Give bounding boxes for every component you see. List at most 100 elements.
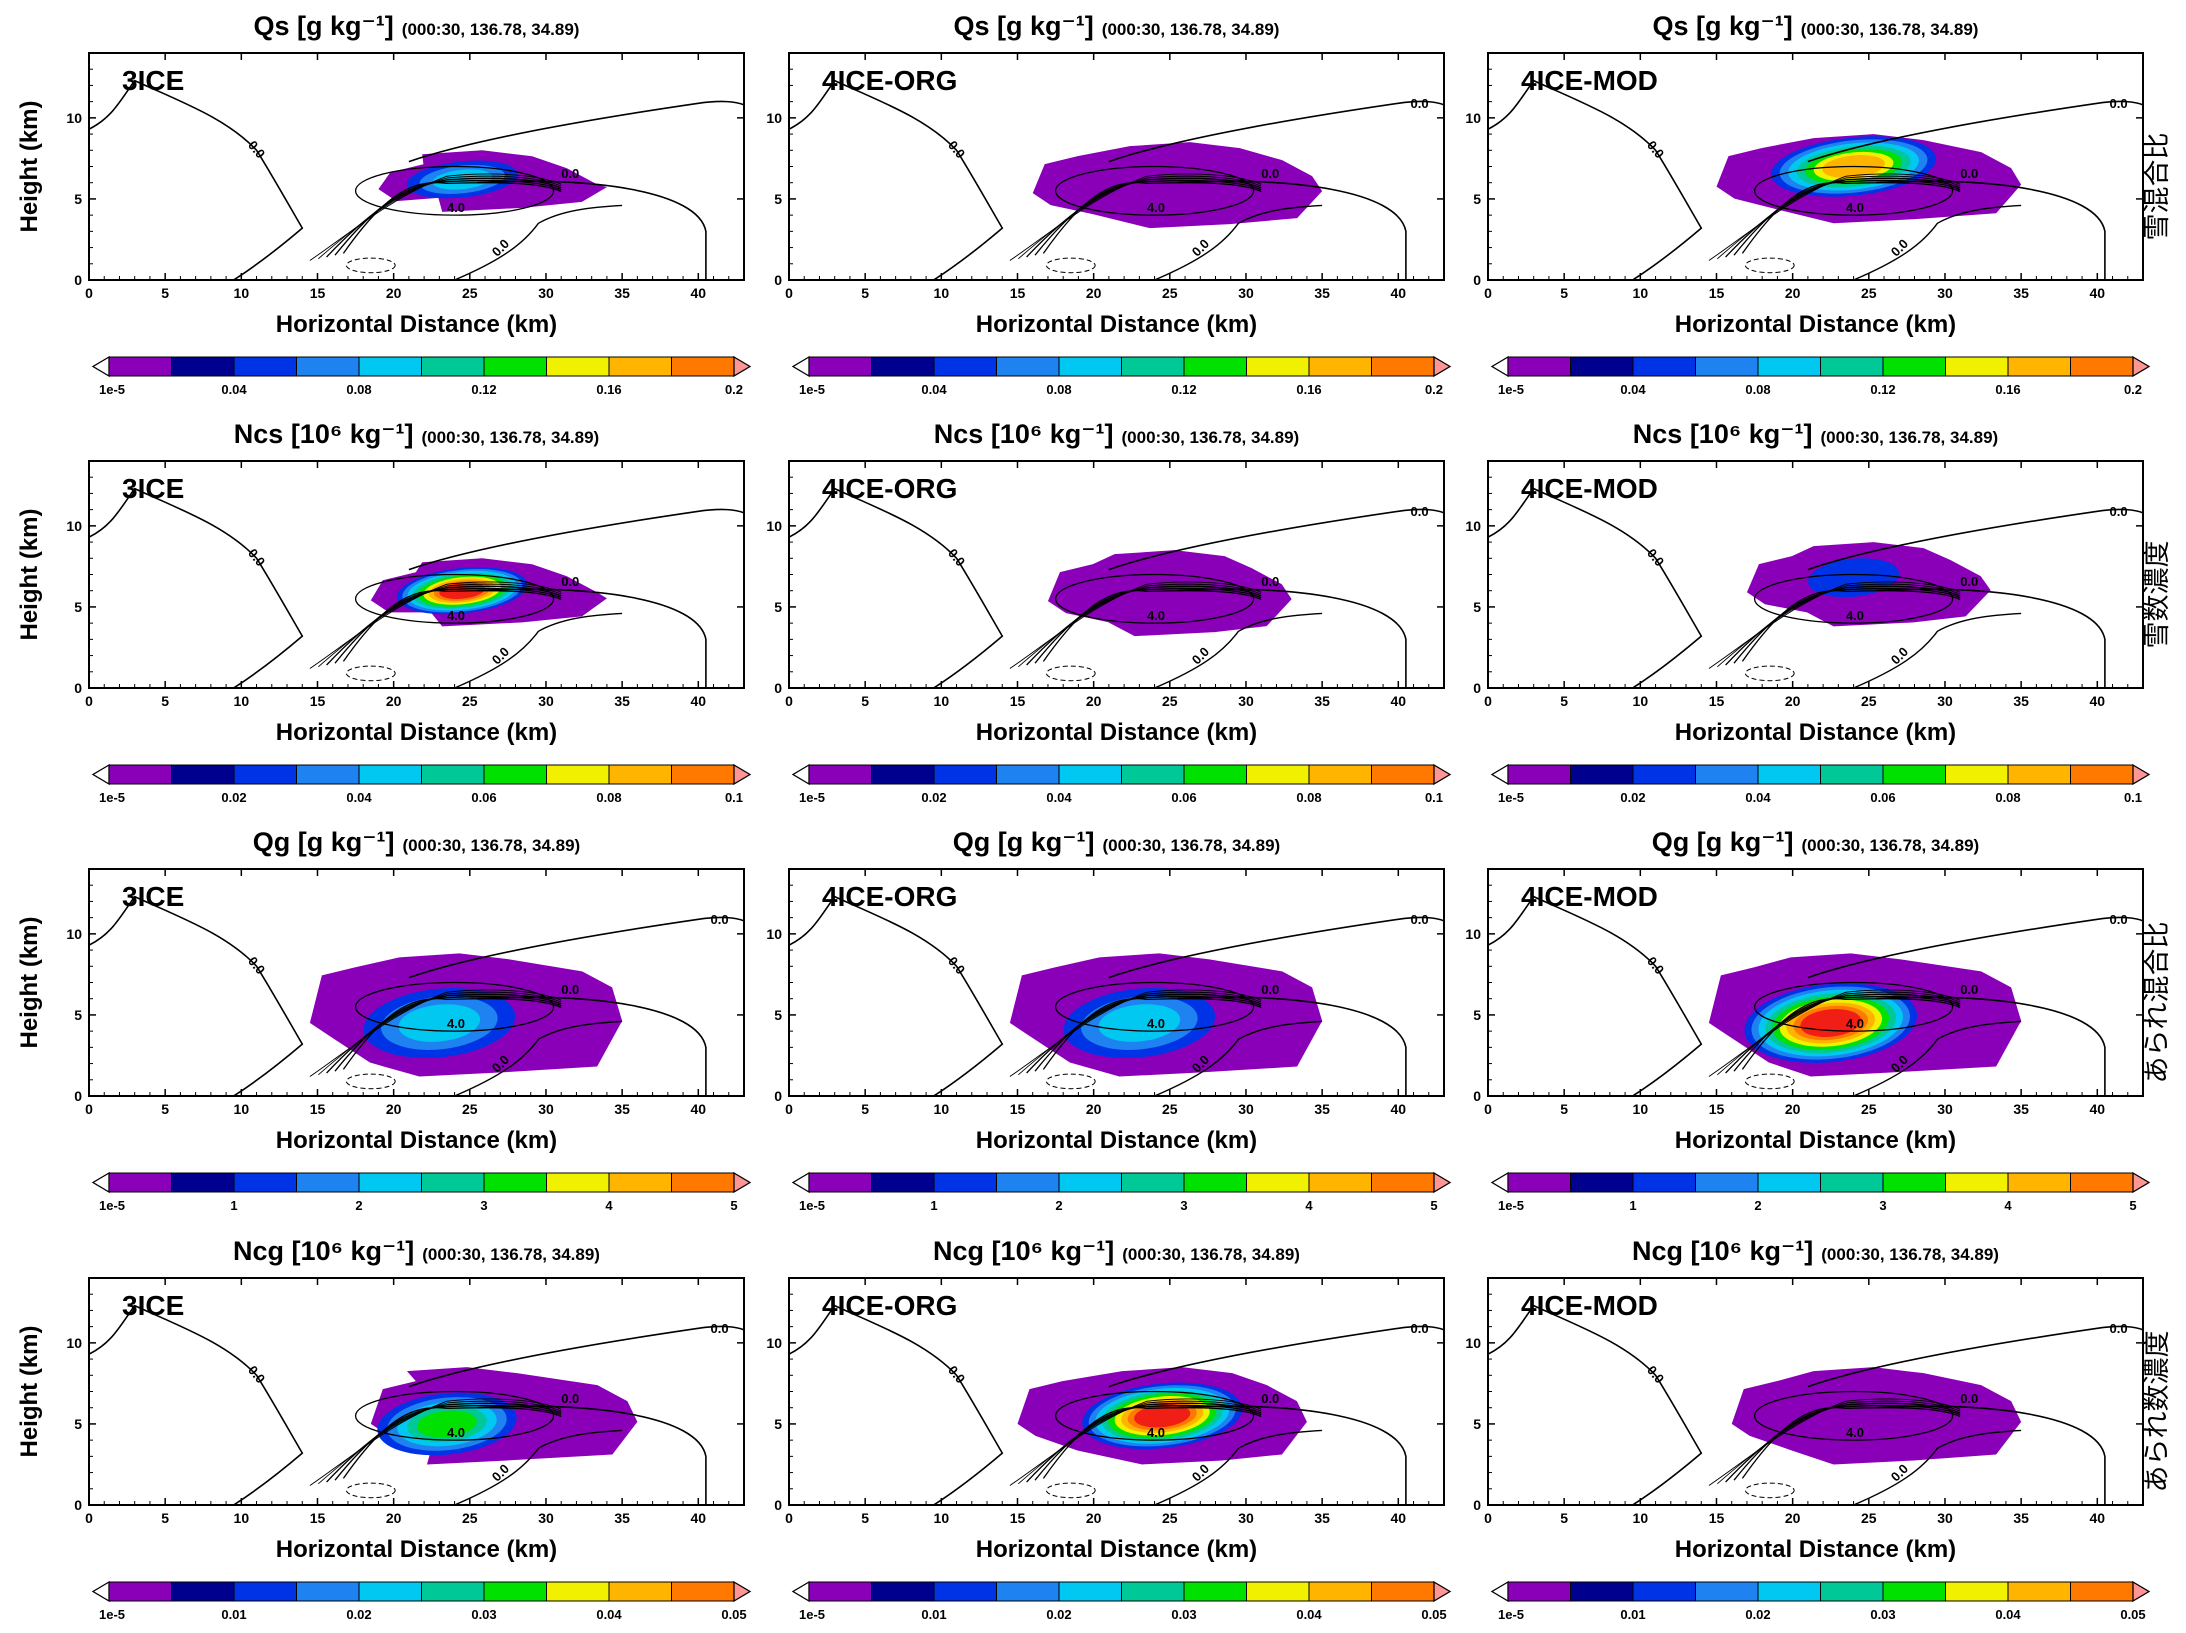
y-tick-label: 5 bbox=[774, 1007, 782, 1023]
colorbar-tick-label: 0.01 bbox=[1620, 1607, 1645, 1622]
colorbar-tick-label: 3 bbox=[1879, 1198, 1886, 1213]
x-tick-label: 15 bbox=[310, 1510, 326, 1526]
contour-line bbox=[1741, 1406, 1961, 1479]
x-tick-label: 20 bbox=[386, 1101, 402, 1117]
contour-line bbox=[345, 257, 396, 274]
colorbar-tick-label: 0.2 bbox=[725, 382, 743, 397]
contour-line bbox=[89, 895, 304, 1096]
colorbar-under-arrow bbox=[791, 1171, 810, 1194]
colorbar-segment bbox=[1757, 356, 1821, 377]
colorbar-tick-label: 0.12 bbox=[1870, 382, 1895, 397]
contour-label: 0.0 bbox=[489, 1461, 512, 1484]
colorbar-tick-label: 0.06 bbox=[1171, 790, 1196, 805]
colorbar-over-arrow bbox=[733, 763, 752, 786]
contour-line bbox=[326, 993, 562, 1074]
chart-panel: Qg [g kg⁻¹] (000:30, 136.78, 34.89) 0.0 4.0… bbox=[766, 827, 1452, 1213]
colorbar-over-arrow bbox=[733, 1580, 752, 1603]
x-tick-label: 10 bbox=[234, 693, 250, 709]
y-tick-label: 10 bbox=[1465, 518, 1481, 534]
y-tick-label: 10 bbox=[1465, 1335, 1481, 1351]
contour-line bbox=[1026, 177, 1262, 258]
contour-line bbox=[454, 1429, 623, 1505]
contour-label: 0.0 bbox=[1960, 982, 1978, 997]
experiment-label: 3ICE bbox=[122, 1290, 184, 1321]
x-tick-label: 15 bbox=[1709, 1101, 1725, 1117]
contour-line bbox=[1744, 257, 1795, 274]
contour-line bbox=[354, 1390, 555, 1441]
contour-label: 0.0 bbox=[1261, 574, 1279, 589]
x-tick-label: 20 bbox=[1785, 1510, 1801, 1526]
contour-line bbox=[1488, 895, 1703, 1096]
contour-line bbox=[89, 1304, 304, 1505]
colorbar-segment bbox=[1882, 1172, 1946, 1193]
colorbar-tick-label: 0.04 bbox=[596, 1607, 622, 1622]
contour-label: 0.0 bbox=[1410, 912, 1428, 927]
colorbar-segment bbox=[1757, 1581, 1821, 1602]
colorbar-segment bbox=[421, 1581, 485, 1602]
contour-line bbox=[1488, 487, 1703, 688]
colorbar-tick-label: 0.04 bbox=[1995, 1607, 2021, 1622]
x-tick-label: 10 bbox=[934, 285, 950, 301]
colorbar-segment bbox=[1308, 764, 1372, 785]
contour-line bbox=[1725, 585, 1961, 666]
colorbar-segment bbox=[1121, 356, 1185, 377]
x-tick-label: 25 bbox=[1861, 1101, 1877, 1117]
contour-line bbox=[1042, 589, 1262, 662]
colorbar-segment bbox=[1820, 764, 1884, 785]
colorbar-segment bbox=[1757, 764, 1821, 785]
x-tick-label: 25 bbox=[462, 693, 478, 709]
colorbar-tick-label: 1e-5 bbox=[99, 1198, 125, 1213]
x-tick-label: 5 bbox=[861, 285, 869, 301]
shading-layer bbox=[1009, 953, 1323, 1077]
contour-line bbox=[1177, 180, 1407, 280]
colorbar-segment bbox=[2007, 764, 2071, 785]
colorbar-segment bbox=[296, 1172, 360, 1193]
contour-line bbox=[1034, 587, 1262, 664]
x-axis-label: Horizontal Distance (km) bbox=[1675, 311, 1956, 338]
colorbar-segment bbox=[296, 1581, 360, 1602]
colorbar-tick-label: 1 bbox=[1629, 1198, 1636, 1213]
colorbar-tick-label: 0.12 bbox=[1171, 382, 1196, 397]
y-tick-label: 0 bbox=[74, 1497, 82, 1513]
colorbar-segment bbox=[871, 1581, 935, 1602]
colorbar-segment bbox=[1820, 1581, 1884, 1602]
y-tick-label: 0 bbox=[774, 272, 782, 288]
contour-line bbox=[1154, 1020, 1323, 1096]
colorbar-tick-label: 0.12 bbox=[471, 382, 496, 397]
x-axis-label: Horizontal Distance (km) bbox=[1675, 1536, 1956, 1563]
contour-label: 0.0 bbox=[1261, 166, 1279, 181]
colorbar-segment bbox=[1308, 356, 1372, 377]
contour-line bbox=[309, 1398, 562, 1486]
contour-layer bbox=[89, 1304, 744, 1505]
x-tick-label: 10 bbox=[934, 1101, 950, 1117]
x-axis-label: Horizontal Distance (km) bbox=[976, 719, 1257, 746]
experiment-label: 4ICE-MOD bbox=[1521, 881, 1658, 912]
x-tick-label: 0 bbox=[85, 1101, 93, 1117]
colorbar-segment bbox=[1121, 764, 1185, 785]
x-tick-label: 5 bbox=[161, 1101, 169, 1117]
shading-layer bbox=[1017, 1367, 1307, 1465]
colorbar-segment bbox=[1570, 356, 1634, 377]
colorbar-segment bbox=[1820, 356, 1884, 377]
chart-panel: Ncs [10⁶ kg⁻¹] (000:30, 136.78, 34.89) 0.0… bbox=[766, 419, 1452, 805]
colorbar-over-arrow bbox=[2132, 1171, 2151, 1194]
contour-label: 0.0 bbox=[2109, 1321, 2127, 1336]
contour-line bbox=[1009, 173, 1262, 261]
colorbar-segment bbox=[1308, 1581, 1372, 1602]
colorbar-tick-label: 0.02 bbox=[346, 1607, 371, 1622]
colorbar-tick-label: 0.01 bbox=[921, 1607, 946, 1622]
x-axis-label: Horizontal Distance (km) bbox=[976, 1127, 1257, 1154]
x-tick-label: 30 bbox=[1238, 285, 1254, 301]
colorbar-segment bbox=[608, 356, 672, 377]
contour-line bbox=[789, 79, 1004, 280]
y-tick-label: 0 bbox=[774, 1088, 782, 1104]
contour-line bbox=[1009, 989, 1262, 1077]
colorbar-segment bbox=[608, 764, 672, 785]
colorbar-segment bbox=[1695, 1172, 1759, 1193]
colorbar-segment bbox=[996, 764, 1060, 785]
x-tick-label: 35 bbox=[2013, 693, 2029, 709]
shading-layer bbox=[1032, 142, 1323, 229]
contour-line bbox=[326, 585, 562, 666]
colorbar-tick-label: 0.04 bbox=[921, 382, 947, 397]
colorbar-over-arrow bbox=[1433, 1580, 1452, 1603]
